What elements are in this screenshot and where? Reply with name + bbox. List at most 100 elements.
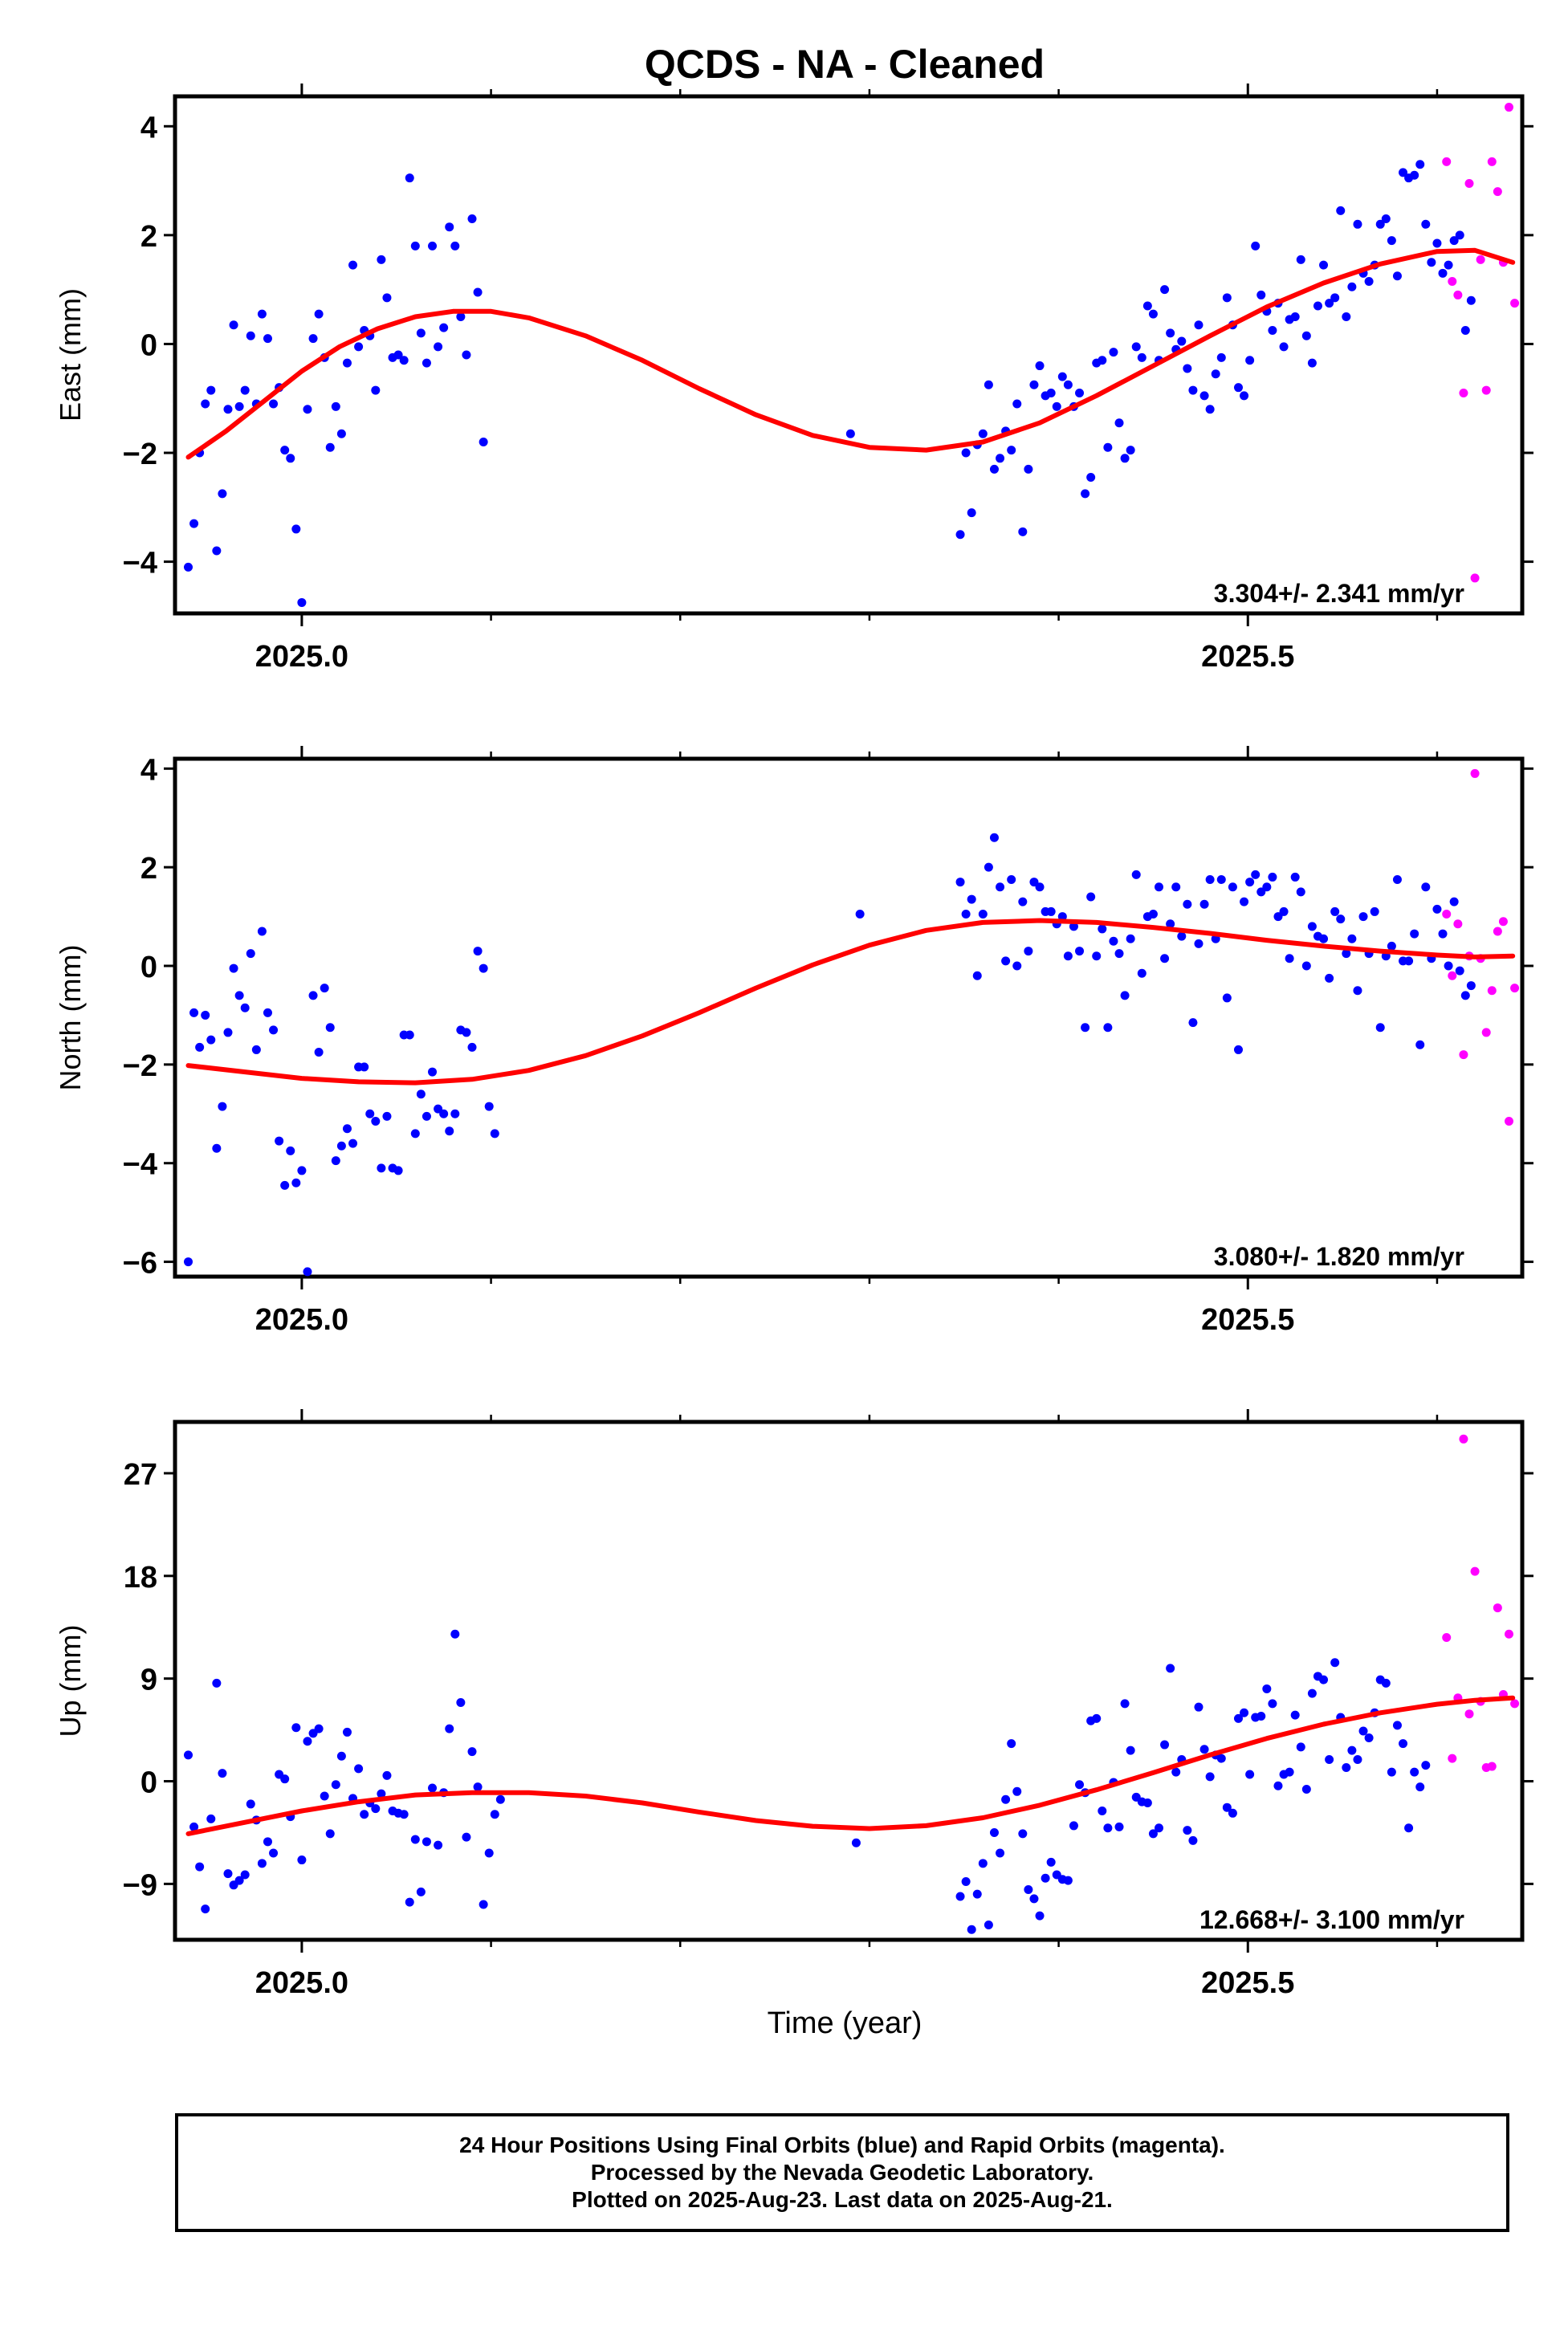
east-final-point bbox=[1307, 358, 1317, 368]
up-final-point bbox=[1194, 1702, 1203, 1712]
up-final-point bbox=[967, 1925, 976, 1934]
up-y-axis-label: Up (mm) bbox=[54, 1625, 87, 1737]
north-final-point bbox=[1301, 961, 1311, 971]
north-final-point bbox=[1114, 949, 1124, 959]
north-final-point bbox=[1120, 991, 1130, 1000]
north-final-point bbox=[1018, 897, 1028, 906]
east-final-point bbox=[845, 429, 855, 438]
east-final-point bbox=[479, 437, 488, 446]
up-final-point bbox=[405, 1897, 414, 1907]
north-final-point bbox=[972, 971, 982, 980]
north-final-point bbox=[1205, 875, 1215, 884]
north-rapid-point bbox=[1453, 919, 1463, 929]
east-final-point bbox=[371, 385, 381, 395]
east-final-point bbox=[1075, 388, 1085, 397]
up-final-point bbox=[1381, 1678, 1391, 1688]
up-fit-curve bbox=[185, 1695, 1516, 1836]
east-final-point bbox=[189, 519, 199, 528]
north-final-point bbox=[291, 1178, 301, 1187]
east-final-point bbox=[1256, 290, 1266, 299]
up-rapid-point bbox=[1459, 1434, 1468, 1444]
east-final-point bbox=[1148, 309, 1158, 319]
north-final-point bbox=[257, 927, 267, 936]
east-final-point bbox=[1012, 399, 1022, 409]
up-final-point bbox=[269, 1848, 279, 1858]
up-final-point bbox=[1012, 1786, 1022, 1796]
up-final-point bbox=[1166, 1664, 1175, 1673]
east-final-point bbox=[1222, 293, 1232, 303]
up-final-point bbox=[218, 1769, 227, 1778]
up-final-point bbox=[410, 1835, 420, 1844]
east-final-point bbox=[1177, 336, 1187, 346]
east-plot-frame bbox=[173, 94, 1525, 616]
north-final-point bbox=[348, 1139, 358, 1148]
up-final-point bbox=[1142, 1798, 1152, 1808]
up-final-point bbox=[1410, 1767, 1419, 1777]
east-final-point bbox=[1427, 258, 1436, 267]
east-ytick-label: 4 bbox=[141, 111, 157, 145]
north-final-point bbox=[240, 1003, 250, 1012]
east-final-point bbox=[240, 385, 250, 395]
up-ytick-label: 27 bbox=[124, 1458, 157, 1492]
north-final-point bbox=[1007, 875, 1016, 884]
up-final-point bbox=[354, 1764, 364, 1774]
footer-line-3: Plotted on 2025-Aug-23. Last data on 202… bbox=[572, 2187, 1113, 2212]
up-final-point bbox=[1233, 1713, 1243, 1723]
up-final-point bbox=[1148, 1829, 1158, 1839]
up-final-point bbox=[280, 1774, 290, 1784]
east-final-point bbox=[978, 429, 988, 438]
up-final-point bbox=[331, 1780, 340, 1790]
up-final-point bbox=[1273, 1781, 1283, 1790]
east-final-point bbox=[1098, 356, 1107, 365]
up-final-point bbox=[1126, 1745, 1135, 1755]
up-final-point bbox=[371, 1804, 381, 1814]
north-final-point bbox=[1240, 897, 1249, 906]
up-final-point bbox=[1353, 1755, 1362, 1765]
north-rapid-point bbox=[1481, 1028, 1491, 1037]
north-final-point bbox=[1137, 968, 1146, 978]
up-final-point bbox=[1256, 1712, 1266, 1721]
east-final-point bbox=[1392, 271, 1402, 281]
north-final-point bbox=[961, 910, 971, 919]
north-final-point bbox=[320, 984, 329, 993]
up-final-point bbox=[996, 1848, 1005, 1858]
footer-box: 24 Hour Positions Using Final Orbits (bl… bbox=[175, 2113, 1509, 2232]
up-final-point bbox=[399, 1810, 409, 1819]
east-final-point bbox=[1342, 312, 1351, 322]
up-final-point bbox=[1325, 1755, 1334, 1765]
up-final-point bbox=[1018, 1829, 1028, 1839]
east-final-point bbox=[234, 401, 244, 411]
north-final-point bbox=[1342, 949, 1351, 959]
east-final-point bbox=[467, 214, 477, 224]
north-final-point bbox=[280, 1180, 290, 1190]
up-final-point bbox=[1001, 1794, 1011, 1804]
east-ytick-label: 2 bbox=[141, 220, 157, 254]
up-final-point bbox=[1063, 1876, 1073, 1885]
east-final-point bbox=[473, 287, 483, 297]
north-final-point bbox=[1387, 941, 1396, 951]
north-final-point bbox=[484, 1102, 494, 1111]
north-final-point bbox=[251, 1045, 261, 1054]
east-final-point bbox=[1029, 380, 1039, 389]
north-final-point bbox=[308, 991, 318, 1000]
east-final-point bbox=[428, 241, 438, 251]
north-final-point bbox=[1199, 899, 1209, 909]
east-final-point bbox=[462, 350, 471, 360]
east-final-point bbox=[1160, 285, 1170, 295]
east-final-point bbox=[405, 173, 414, 183]
east-rapid-point bbox=[1442, 157, 1452, 166]
up-final-point bbox=[1290, 1710, 1300, 1720]
up-rate-label: 12.668+/- 3.100 mm/yr bbox=[1199, 1905, 1464, 1934]
up-rapid-point bbox=[1505, 1629, 1514, 1639]
north-final-point bbox=[1024, 947, 1033, 956]
north-final-point bbox=[1347, 934, 1357, 943]
east-final-point bbox=[1319, 260, 1329, 270]
east-panel: −4 −2 0 2 4 2025.0 2025.5 East (mm) 3.304+/- 2.3… bbox=[54, 84, 1533, 674]
north-final-point bbox=[410, 1129, 420, 1139]
up-final-point bbox=[1285, 1767, 1294, 1777]
north-final-point bbox=[428, 1067, 438, 1077]
east-final-point bbox=[996, 454, 1005, 463]
up-final-point bbox=[989, 1827, 999, 1837]
north-final-point bbox=[1370, 906, 1379, 916]
east-final-point bbox=[961, 448, 971, 458]
